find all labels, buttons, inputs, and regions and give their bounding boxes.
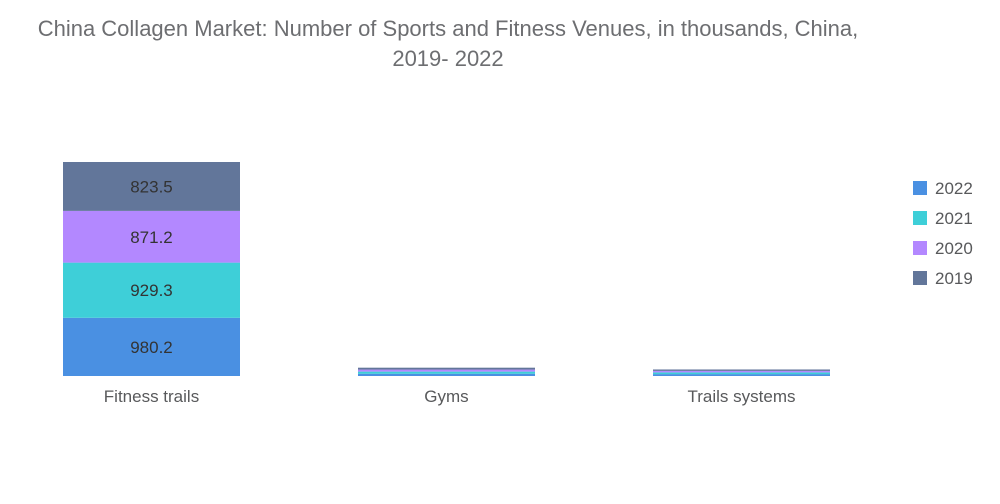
legend-label-2021: 2021 xyxy=(935,209,973,228)
data-label-fitness-trails-2021: 929.3 xyxy=(130,281,173,300)
chart-title: China Collagen Market: Number of Sports … xyxy=(0,14,896,74)
bar-fitness-trails-2020 xyxy=(63,210,240,263)
legend-label-2019: 2019 xyxy=(935,269,973,288)
bar-fitness-trails-2019 xyxy=(63,162,240,211)
bar-trails-systems-2019 xyxy=(653,369,830,371)
bar-gyms-2022 xyxy=(358,373,535,376)
bars-group: 980.2 929.3 871.2 823.5 xyxy=(63,162,830,376)
chart-title-line-1: China Collagen Market: Number of Sports … xyxy=(37,16,859,41)
bar-fitness-trails-2022 xyxy=(63,317,240,376)
legend-swatch-2020 xyxy=(913,241,927,255)
bar-gyms-2019 xyxy=(358,367,535,370)
legend-label-2022: 2022 xyxy=(935,179,973,198)
bar-trails-systems-2021 xyxy=(653,372,830,375)
category-label-trails-systems: Trails systems xyxy=(688,387,796,406)
legend-swatch-2019 xyxy=(913,271,927,285)
bar-gyms-2021 xyxy=(358,371,535,374)
data-label-fitness-trails-2019: 823.5 xyxy=(130,177,173,196)
legend: 2022 2021 2020 2019 xyxy=(913,179,973,288)
category-labels: Fitness trails Gyms Trails systems xyxy=(104,387,796,406)
category-label-fitness-trails: Fitness trails xyxy=(104,387,199,406)
legend-swatch-2022 xyxy=(913,181,927,195)
chart-title-line-2: 2019- 2022 xyxy=(392,46,504,71)
category-label-gyms: Gyms xyxy=(424,387,468,406)
bar-trails-systems-2022 xyxy=(653,374,830,376)
bar-trails-systems-2020 xyxy=(653,370,830,373)
legend-swatch-2021 xyxy=(913,211,927,225)
legend-label-2020: 2020 xyxy=(935,239,973,258)
bar-fitness-trails-2021 xyxy=(63,262,240,318)
data-label-fitness-trails-2020: 871.2 xyxy=(130,228,173,247)
bar-gyms-2020 xyxy=(358,369,535,372)
data-label-fitness-trails-2022: 980.2 xyxy=(130,338,173,357)
